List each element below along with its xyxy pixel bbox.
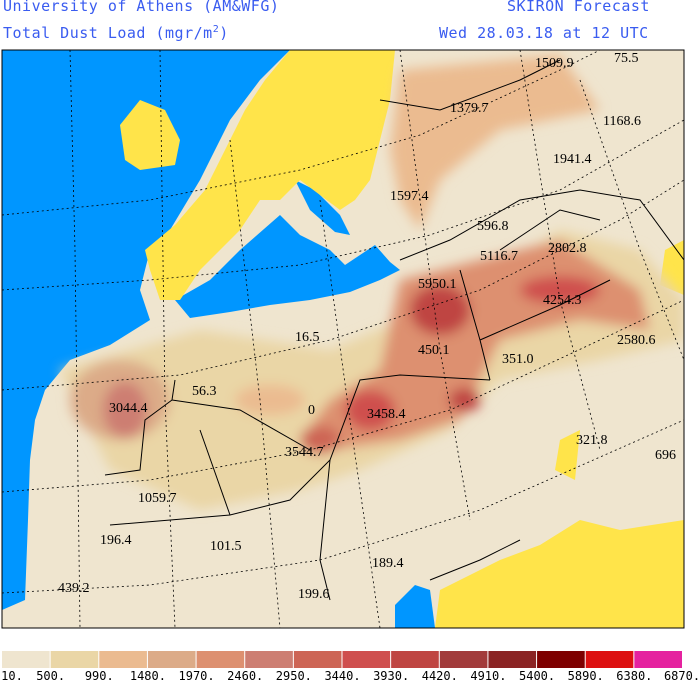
institution-title: University of Athens (AM&WFG)	[3, 0, 280, 15]
map-value-label: 101.5	[210, 539, 242, 554]
legend-swatch	[2, 651, 50, 668]
map-value-label: 56.3	[192, 384, 217, 399]
graticule	[2, 50, 684, 628]
variable-unit-exponent: 2	[212, 24, 220, 35]
map-value-label: 351.0	[502, 352, 534, 367]
map-value-label: 0	[308, 403, 315, 418]
legend-swatch	[196, 651, 245, 668]
legend-label: 5400.	[519, 669, 556, 683]
atlantic-ocean	[2, 50, 290, 610]
map-value-label: 1059.7	[138, 491, 177, 506]
map-value-label: 1597.4	[390, 189, 429, 204]
map-value-label: 189.4	[372, 556, 404, 571]
map-value-label: 439.2	[58, 581, 90, 596]
dust-plumes	[60, 55, 684, 510]
map-value-label: 4254.3	[543, 293, 582, 308]
variable-name-end: )	[219, 24, 229, 42]
valid-time: Wed 28.03.18 at 12 UTC	[439, 24, 649, 42]
legend-label: 1970.	[178, 669, 215, 683]
map-value-label: 16.5	[295, 330, 320, 345]
legend-label: 3440.	[324, 669, 361, 683]
legend-swatch	[634, 651, 682, 668]
map-value-label: 450.1	[418, 343, 450, 358]
map-value-label: 3458.4	[367, 407, 406, 422]
legend-swatch	[245, 651, 293, 668]
variable-title: Total Dust Load (mgr/m2)	[3, 24, 229, 42]
map-frame	[1, 49, 685, 629]
legend-swatch	[147, 651, 196, 668]
color-legend	[2, 651, 682, 668]
legend-label: 500.	[36, 669, 66, 683]
map-value-label: 5950.1	[418, 277, 457, 292]
map-value-label: 1168.6	[603, 114, 641, 129]
legend-swatch	[391, 651, 439, 668]
legend-swatch	[439, 651, 488, 668]
legend-label: 4420.	[421, 669, 458, 683]
legend-label: 2460.	[227, 669, 264, 683]
map-value-label: 5116.7	[480, 249, 518, 264]
legend-swatch	[99, 651, 147, 668]
legend-label: 5890.	[567, 669, 604, 683]
product-title: SKIRON Forecast	[507, 0, 650, 15]
map-value-label: 321.8	[576, 433, 608, 448]
legend-label: 990.	[84, 669, 114, 683]
map-value-label: 1379.7	[450, 101, 489, 116]
map-value-label: 3544.7	[285, 445, 324, 460]
legend-label: 3930.	[373, 669, 410, 683]
europe-land	[145, 50, 395, 300]
britain-land	[120, 100, 180, 170]
map-value-label: 75.5	[614, 51, 639, 66]
map-value-label: 196.4	[100, 533, 132, 548]
legend-label: 1480.	[129, 669, 166, 683]
legend-label: 4910.	[470, 669, 507, 683]
legend-label: 6380.	[616, 669, 653, 683]
gulf-of-guinea	[395, 585, 435, 628]
map-value-label: 596.8	[477, 219, 509, 234]
map-value-label: 1941.4	[553, 152, 592, 167]
map-value-label: 1509.9	[535, 56, 574, 71]
map-value-labels: 1509.9 75.5 1379.7 1168.6 1941.4 1597.4 596.8 2…	[58, 51, 676, 602]
legend-label: 2950.	[275, 669, 312, 683]
map-value-label: 696	[655, 448, 676, 463]
map-value-label: 199.6	[298, 587, 330, 602]
variable-name: Total Dust Load (mgr/m	[3, 24, 213, 42]
legend-swatch	[488, 651, 537, 668]
arabia-yellow	[555, 430, 580, 480]
legend-swatch	[342, 651, 391, 668]
east-africa-land	[435, 520, 684, 628]
legend-label: 6870.	[663, 669, 700, 683]
legend-swatch	[293, 651, 342, 668]
legend-swatch	[585, 651, 634, 668]
legend-swatch	[537, 651, 585, 668]
adriatic-sea	[295, 180, 350, 235]
map-value-label: 2802.8	[548, 241, 587, 256]
legend-label: 10.	[1, 669, 23, 683]
map-value-label: 2580.6	[617, 333, 656, 348]
legend-swatch	[50, 651, 99, 668]
country-borders	[104, 59, 684, 601]
map-value-label: 3044.4	[109, 401, 148, 416]
